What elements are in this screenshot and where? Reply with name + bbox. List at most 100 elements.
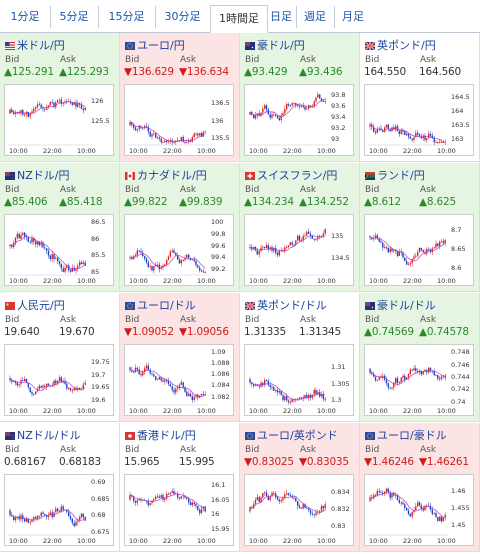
ask-value: ▲93.436 <box>299 66 343 78</box>
candlestick-plot <box>8 96 89 146</box>
tab-daily[interactable]: 日足 <box>266 6 297 28</box>
price-chart[interactable]: 1.31 1.305 1.3 10:00 22:00 10:00 <box>244 344 354 416</box>
rate-cell[interactable]: 英ポンド/ドル Bid Ask 1.31335 1.31345 1.31 1.305 1.3 1… <box>240 293 360 422</box>
x-tick-label: 10:00 <box>249 537 268 545</box>
pair-title[interactable]: カナダドル/円 <box>125 167 207 182</box>
pair-name[interactable]: ユーロ/英ポンド <box>257 429 338 442</box>
pair-title[interactable]: 人民元/円 <box>5 297 65 312</box>
y-tick-label: 1.46 <box>451 486 466 495</box>
tab-30min[interactable]: 30分足 <box>164 10 201 23</box>
rate-cell[interactable]: 英ポンド/円 Bid Ask 164.550 164.560 164.5 164 163.5 1… <box>360 33 480 162</box>
x-tick-label: 10:00 <box>197 407 216 415</box>
pair-name[interactable]: NZドル/ドル <box>17 429 81 442</box>
pair-title[interactable]: 米ドル/円 <box>5 37 65 52</box>
rate-cell[interactable]: ユーロ/円 Bid Ask ▼136.629 ▼136.634 136.5 136 135.5… <box>120 33 240 162</box>
ask-label: Ask <box>420 185 437 195</box>
tab-5min[interactable]: 5分足 <box>50 6 99 28</box>
price-chart[interactable]: 0.748 0.746 0.744 0.742 0.74 10:00 22:00 10:00 <box>364 344 474 416</box>
x-tick-label: 22:00 <box>403 147 422 155</box>
price-chart[interactable]: 135 134.5 10:00 22:00 10:00 <box>244 214 354 286</box>
tab-15min[interactable]: 15分足 <box>98 6 156 28</box>
x-tick-label: 10:00 <box>317 277 336 285</box>
price-chart[interactable]: 100 99.8 99.6 99.4 99.2 10:00 22:00 10:00 <box>124 214 234 286</box>
pair-title[interactable]: ユーロ/ドル <box>125 297 196 312</box>
y-tick-label: 19.7 <box>91 370 106 379</box>
rate-cell[interactable]: ランド/円 Bid Ask ▲8.612 ▲8.625 8.7 8.65 8.6 10:00 22… <box>360 163 480 292</box>
price-chart[interactable]: 8.7 8.65 8.6 10:00 22:00 10:00 <box>364 214 474 286</box>
rate-cell[interactable]: 豪ドル/円 Bid Ask ▲93.429 ▲93.436 93.8 93.6 93.4 93.… <box>240 33 360 162</box>
pair-title[interactable]: ランド/円 <box>365 167 425 182</box>
pair-title[interactable]: 香港ドル/円 <box>125 427 196 442</box>
y-tick-label: 1.09 <box>211 347 226 356</box>
pair-name[interactable]: 人民元/円 <box>17 299 65 312</box>
pair-name[interactable]: ユーロ/円 <box>137 39 185 52</box>
pair-title[interactable]: ユーロ/円 <box>125 37 185 52</box>
pair-name[interactable]: NZドル/円 <box>17 169 70 182</box>
x-tick-label: 10:00 <box>437 147 456 155</box>
tab-monthly[interactable]: 月足 <box>342 10 364 23</box>
price-chart[interactable]: 93.8 93.6 93.4 93.2 93 10:00 22:00 10:00 <box>244 84 354 156</box>
pair-name[interactable]: 英ポンド/円 <box>377 39 436 52</box>
flag-icon <box>125 42 135 50</box>
pair-name[interactable]: 豪ドル/ドル <box>377 299 436 312</box>
pair-name[interactable]: ユーロ/豪ドル <box>377 429 447 442</box>
rate-cell[interactable]: カナダドル/円 Bid Ask ▲99.822 ▲99.839 100 99.8 99.6 99… <box>120 163 240 292</box>
pair-title[interactable]: NZドル/ドル <box>5 427 81 442</box>
bid-label: Bid <box>245 315 260 325</box>
x-tick-label: 22:00 <box>283 147 302 155</box>
flag-icon <box>125 302 135 310</box>
pair-title[interactable]: 豪ドル/ドル <box>365 297 436 312</box>
price-chart[interactable]: 0.69 0.685 0.68 0.675 10:00 22:00 10:00 <box>4 474 114 546</box>
pair-name[interactable]: 米ドル/円 <box>17 39 65 52</box>
pair-name[interactable]: ランド/円 <box>377 169 425 182</box>
pair-title[interactable]: 豪ドル/円 <box>245 37 305 52</box>
candlestick-plot <box>8 230 89 276</box>
pair-title[interactable]: 英ポンド/円 <box>365 37 436 52</box>
pair-title[interactable]: ユーロ/豪ドル <box>365 427 447 442</box>
pair-name[interactable]: 香港ドル/円 <box>137 429 196 442</box>
tab-1min[interactable]: 1分足 <box>0 6 51 28</box>
y-tick-label: 93.6 <box>331 101 346 110</box>
rate-cell[interactable]: 豪ドル/ドル Bid Ask ▲0.74569 ▲0.74578 0.748 0.746 0.… <box>360 293 480 422</box>
rate-cell[interactable]: ユーロ/豪ドル Bid Ask ▼1.46246 ▼1.46261 1.46 1.455 1.… <box>360 423 480 552</box>
price-chart[interactable]: 126 125.5 10:00 22:00 10:00 <box>4 84 114 156</box>
price-chart[interactable]: 164.5 164 163.5 163 10:00 22:00 10:00 <box>364 84 474 156</box>
y-tick-label: 1.31 <box>331 363 346 372</box>
rate-cell[interactable]: スイスフラン/円 Bid Ask ▲134.234 ▲134.252 135 134.5 10… <box>240 163 360 292</box>
price-chart[interactable]: 136.5 136 135.5 10:00 22:00 10:00 <box>124 84 234 156</box>
price-chart[interactable]: 16.1 16.05 16 15.95 10:00 22:00 10:00 <box>124 474 234 546</box>
y-tick-label: 1.305 <box>331 379 350 388</box>
pair-name[interactable]: 豪ドル/円 <box>257 39 305 52</box>
pair-name[interactable]: スイスフラン/円 <box>257 169 338 182</box>
pair-title[interactable]: スイスフラン/円 <box>245 167 338 182</box>
price-chart[interactable]: 19.75 19.7 19.65 19.6 10:00 22:00 10:00 <box>4 344 114 416</box>
pair-title[interactable]: 英ポンド/ドル <box>245 297 327 312</box>
y-tick-label: 135 <box>331 232 344 241</box>
bid-value: 1.31335 <box>244 326 287 338</box>
rate-cell[interactable]: ユーロ/ドル Bid Ask ▼1.09052 ▼1.09056 1.09 1.088 1.0… <box>120 293 240 422</box>
pair-name[interactable]: カナダドル/円 <box>137 169 207 182</box>
y-tick-label: 164.5 <box>451 93 470 102</box>
price-chart[interactable]: 1.46 1.455 1.45 10:00 22:00 10:00 <box>364 474 474 546</box>
bid-value: ▲134.234 <box>244 196 294 208</box>
rate-cell[interactable]: NZドル/円 Bid Ask ▲85.406 ▲85.418 86.5 86 85.5 85 10… <box>0 163 120 292</box>
pair-title[interactable]: NZドル/円 <box>5 167 70 182</box>
price-chart[interactable]: 1.09 1.088 1.086 1.084 1.082 10:00 22:00 10:00 <box>124 344 234 416</box>
ask-label: Ask <box>420 445 437 455</box>
candlestick-plot <box>368 232 449 276</box>
pair-name[interactable]: ユーロ/ドル <box>137 299 196 312</box>
candlestick-plot <box>8 374 89 406</box>
rate-cell[interactable]: 米ドル/円 Bid Ask ▲125.291 ▲125.293 126 125.5 10:00… <box>0 33 120 162</box>
pair-title[interactable]: ユーロ/英ポンド <box>245 427 338 442</box>
tab-weekly[interactable]: 週足 <box>296 6 335 28</box>
candlestick-plot <box>368 365 449 406</box>
rate-cell[interactable]: 香港ドル/円 Bid Ask 15.965 15.995 16.1 16.05 16 15.95… <box>120 423 240 552</box>
rate-cell[interactable]: 人民元/円 Bid Ask 19.640 19.670 19.75 19.7 19.65 19.… <box>0 293 120 422</box>
timeframe-tabs: 1分足 5分足 15分足 30分足 1時間足 日足 週足 月足 <box>0 0 480 33</box>
rate-cell[interactable]: NZドル/ドル Bid Ask 0.68167 0.68183 0.69 0.685 0.68… <box>0 423 120 552</box>
price-chart[interactable]: 0.834 0.832 0.83 10:00 22:00 10:00 <box>244 474 354 546</box>
tab-1hour[interactable]: 1時間足 <box>210 5 268 33</box>
price-chart[interactable]: 86.5 86 85.5 85 10:00 22:00 10:00 <box>4 214 114 286</box>
rate-cell[interactable]: ユーロ/英ポンド Bid Ask ▼0.83025 ▼0.83035 0.834 0.832… <box>240 423 360 552</box>
pair-name[interactable]: 英ポンド/ドル <box>257 299 327 312</box>
